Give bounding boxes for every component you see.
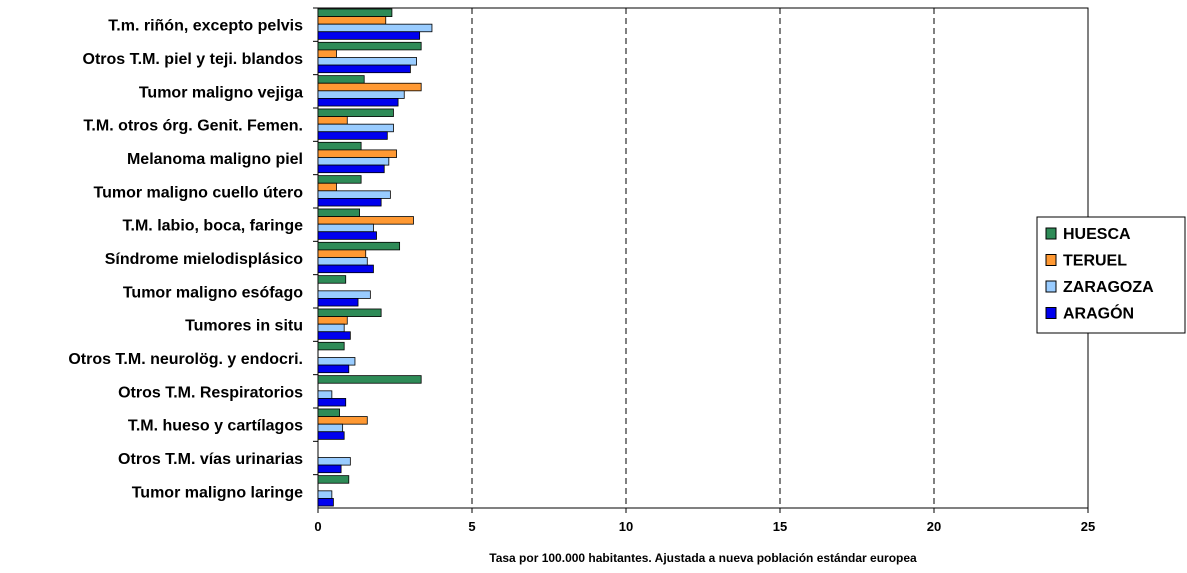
- bar-aragón-2: [317, 98, 399, 107]
- bar-aragón-12: [317, 431, 345, 440]
- legend-swatch-zaragoza: [1045, 280, 1057, 293]
- bar-zaragoza-9: [317, 323, 345, 333]
- legend: HUESCA TERUEL ZARAGOZA ARAGÓN: [1036, 216, 1186, 334]
- category-label-7: Síndrome mielodisplásico: [105, 251, 304, 268]
- x-axis-title: Tasa por 100.000 habitantes. Ajustada a …: [489, 551, 917, 565]
- bar-teruel-3: [317, 116, 348, 125]
- category-label-9: Tumores in situ: [185, 318, 303, 335]
- x-tick-label-5: 25: [1081, 519, 1095, 534]
- legend-swatch-huesca: [1045, 227, 1057, 240]
- bar-aragón-6: [317, 231, 377, 240]
- x-tick-label-2: 10: [619, 519, 633, 534]
- bar-huesca-14: [317, 475, 350, 484]
- bar-zaragoza-8: [317, 290, 371, 299]
- plot-area: [317, 7, 1089, 509]
- category-label-14: Tumor maligno laringe: [132, 484, 303, 501]
- bar-huesca-5: [317, 175, 362, 184]
- category-label-11: Otros T.M. Respiratorios: [118, 384, 303, 401]
- bar-teruel-2: [317, 82, 422, 92]
- bar-huesca-1: [317, 41, 422, 51]
- bars: [313, 7, 433, 507]
- bar-aragón-14: [317, 498, 334, 507]
- bar-aragón-13: [317, 464, 342, 474]
- bar-aragón-0: [317, 31, 421, 40]
- legend-label-aragón: ARAGÓN: [1063, 304, 1134, 323]
- category-label-6: T.M. labio, boca, faringe: [123, 218, 304, 235]
- bar-teruel-12: [317, 416, 368, 425]
- x-tick-labels: 0 5 10 15 20 25: [314, 508, 1095, 534]
- category-label-3: T.M. otros órg. Genit. Femen.: [83, 118, 303, 135]
- bar-aragón-11: [317, 398, 347, 407]
- bar-zaragoza-6: [317, 223, 374, 233]
- bar-zaragoza-11: [317, 390, 333, 399]
- bar-huesca-12: [317, 408, 340, 417]
- legend-label-huesca: HUESCA: [1063, 226, 1131, 243]
- category-label-4: Melanoma maligno piel: [127, 151, 303, 168]
- legend-swatch-teruel: [1045, 254, 1057, 266]
- category-label-10: Otros T.M. neurolög. y endocri.: [68, 351, 303, 368]
- bar-huesca-0: [317, 8, 393, 17]
- bar-aragón-5: [317, 198, 382, 207]
- bar-aragón-7: [317, 264, 374, 274]
- legend-swatch-aragón: [1045, 307, 1057, 319]
- bar-teruel-6: [317, 216, 414, 225]
- bar-aragón-10: [317, 364, 350, 374]
- bar-zaragoza-0: [317, 23, 433, 33]
- category-label-8: Tumor maligno esófago: [123, 284, 303, 301]
- category-label-5: Tumor maligno cuello útero: [94, 184, 304, 201]
- bar-huesca-7: [317, 241, 401, 251]
- bar-zaragoza-1: [317, 57, 417, 66]
- grid-lines: [471, 8, 935, 508]
- x-tick-label-1: 5: [468, 519, 475, 534]
- bar-aragón-1: [317, 64, 411, 74]
- legend-label-teruel: TERUEL: [1063, 253, 1127, 270]
- bar-teruel-0: [317, 16, 387, 25]
- category-label-1: Otros T.M. piel y teji. blandos: [83, 51, 304, 68]
- bar-zaragoza-13: [317, 457, 351, 466]
- bar-aragón-9: [317, 331, 351, 340]
- x-tick-label-4: 20: [927, 519, 941, 534]
- bar-huesca-10: [317, 341, 345, 351]
- x-tick-label-3: 15: [773, 519, 787, 534]
- bar-aragón-4: [317, 164, 385, 174]
- category-labels: T.m. riñón, excepto pelvis Otros T.M. pie…: [68, 18, 303, 502]
- bar-huesca-4: [317, 141, 362, 151]
- bar-huesca-11: [317, 375, 422, 384]
- bar-zaragoza-7: [317, 257, 368, 266]
- bar-aragón-8: [317, 298, 359, 307]
- legend-label-zaragoza: ZARAGOZA: [1063, 279, 1154, 296]
- x-tick-label-0: 0: [314, 519, 321, 534]
- legend-box: [1036, 216, 1186, 334]
- bar-huesca-8: [317, 275, 347, 284]
- bar-zaragoza-3: [317, 123, 394, 133]
- bar-teruel-4: [317, 149, 397, 158]
- bar-zaragoza-4: [317, 157, 390, 166]
- bar-zaragoza-2: [317, 90, 405, 99]
- bar-zaragoza-14: [317, 490, 333, 499]
- bar-teruel-7: [317, 249, 367, 258]
- bar-zaragoza-12: [317, 423, 344, 433]
- bar-huesca-3: [317, 108, 394, 117]
- bar-aragón-3: [317, 131, 388, 140]
- category-label-2: Tumor maligno vejiga: [139, 84, 303, 101]
- bar-huesca-9: [317, 308, 382, 317]
- bar-huesca-2: [317, 75, 365, 84]
- category-label-12: T.M. hueso y cartílagos: [128, 418, 303, 435]
- bar-teruel-9: [317, 316, 348, 325]
- category-label-0: T.m. riñón, excepto pelvis: [108, 18, 303, 35]
- bar-teruel-1: [317, 49, 337, 58]
- category-label-13: Otros T.M. vías urinarias: [118, 451, 303, 468]
- bar-teruel-5: [317, 182, 337, 192]
- bar-zaragoza-10: [317, 357, 356, 366]
- bar-huesca-6: [317, 208, 360, 217]
- bar-zaragoza-5: [317, 190, 391, 199]
